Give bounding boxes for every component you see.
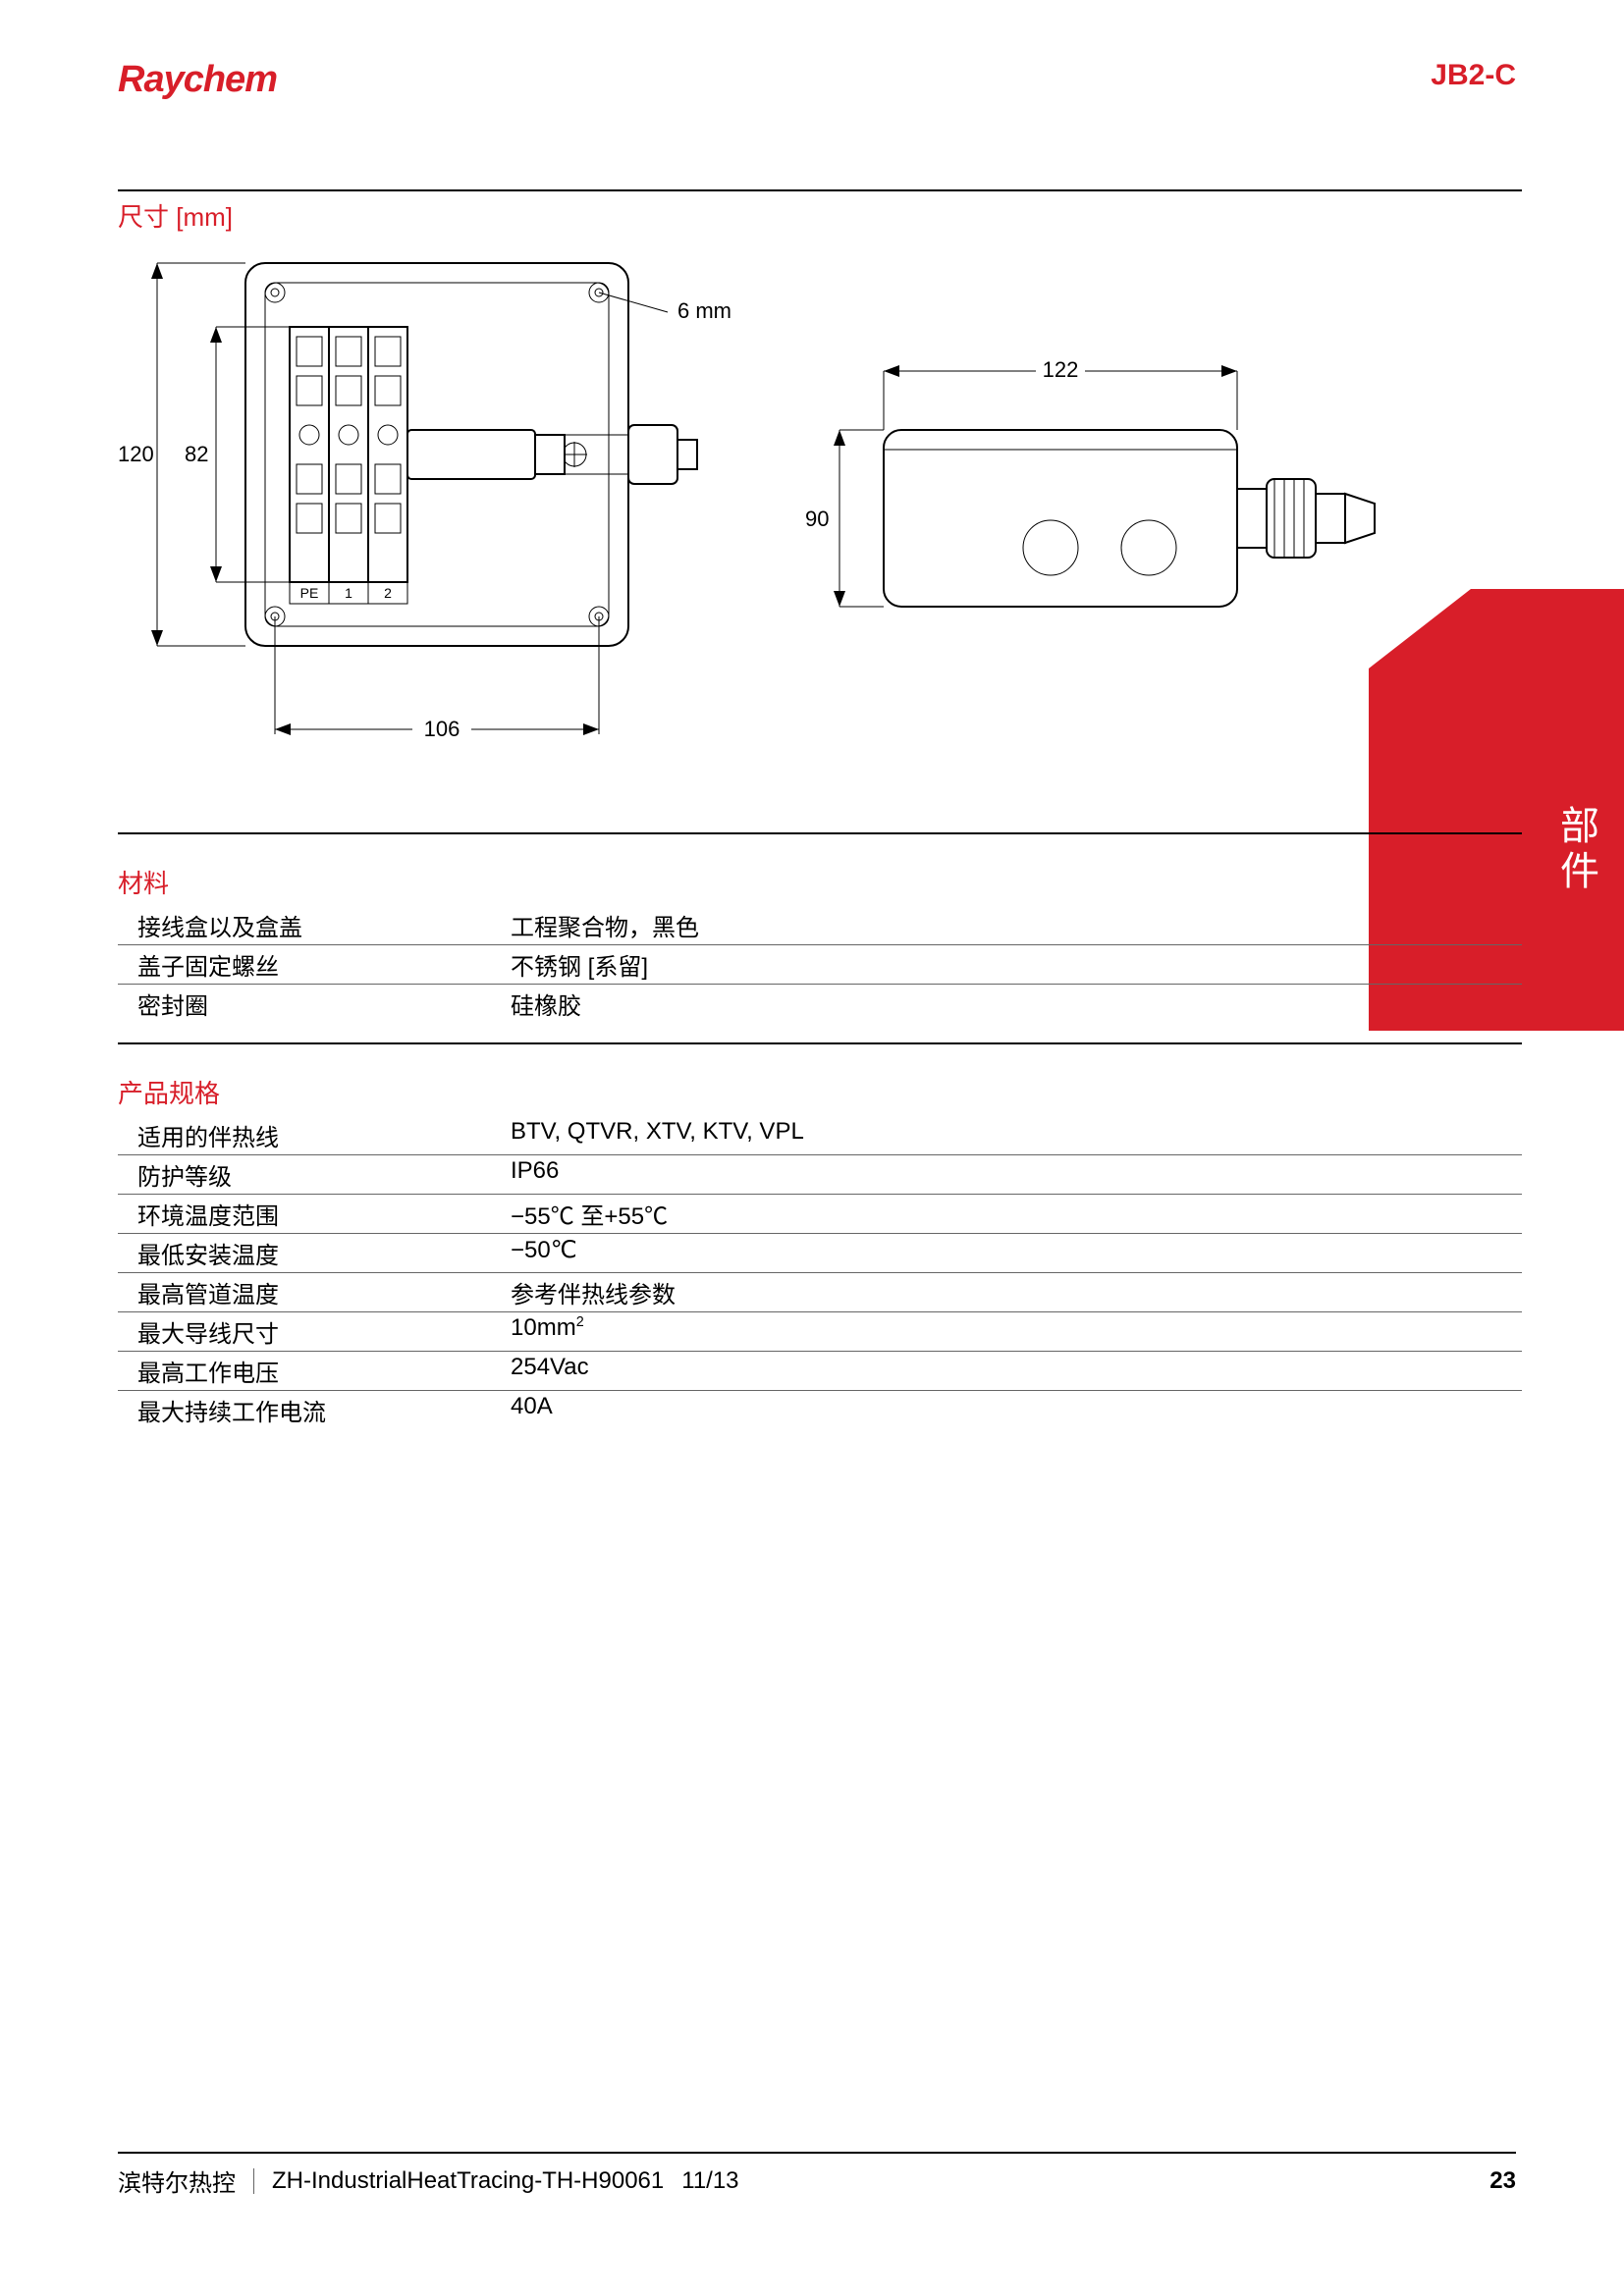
svg-text:120: 120 [118, 442, 154, 466]
svg-text:PE: PE [300, 585, 319, 601]
table-row: 盖子固定螺丝不锈钢 [系留] [118, 945, 1522, 984]
table-row: 最大导线尺寸10mm2 [118, 1312, 1522, 1351]
table-row: 最高管道温度参考伴热线参数 [118, 1273, 1522, 1311]
max-wire-size: 10mm2 [511, 1314, 1522, 1349]
table-row: 最低安装温度−50℃ [118, 1234, 1522, 1272]
section-title-materials: 材料 [118, 864, 1522, 900]
table-row: 最大持续工作电流40A [118, 1391, 1522, 1429]
footer-company: 滨特尔热控 [118, 2163, 236, 2198]
table-row: 适用的伴热线BTV, QTVR, XTV, KTV, VPL [118, 1116, 1522, 1154]
rule [118, 189, 1522, 191]
section-title-dimensions: 尺寸 [mm] [118, 197, 1522, 234]
svg-text:82: 82 [185, 442, 208, 466]
side-tab-label: 部件 [1547, 805, 1604, 895]
svg-text:122: 122 [1043, 357, 1079, 382]
table-row: 最高工作电压254Vac [118, 1352, 1522, 1390]
svg-text:6 mm: 6 mm [677, 298, 731, 323]
table-row: 密封圈硅橡胶 [118, 985, 1522, 1023]
svg-text:1: 1 [345, 585, 352, 601]
svg-text:2: 2 [384, 585, 392, 601]
footer: 滨特尔热控 ZH-IndustrialHeatTracing-TH-H90061… [118, 2152, 1516, 2198]
table-row: 接线盒以及盒盖工程聚合物，黑色 [118, 906, 1522, 944]
rule [118, 832, 1522, 834]
svg-text:106: 106 [424, 717, 460, 741]
separator [253, 2168, 254, 2194]
dimension-diagrams: PE 1 2 6 mm [118, 243, 1522, 793]
page-number: 23 [1489, 2167, 1516, 2195]
table-row: 防护等级IP66 [118, 1155, 1522, 1194]
diagram-front: PE 1 2 6 mm [118, 243, 766, 774]
section-title-specs: 产品规格 [118, 1074, 1522, 1110]
logo: Raychem [118, 59, 1522, 101]
diagram-side: 122 90 [785, 322, 1434, 715]
svg-text:90: 90 [805, 507, 829, 531]
rule [118, 1042, 1522, 1044]
table-row: 环境温度范围−55℃ 至+55℃ [118, 1195, 1522, 1233]
footer-doc: ZH-IndustrialHeatTracing-TH-H90061 [272, 2167, 664, 2195]
footer-date: 11/13 [681, 2167, 738, 2195]
page-content: Raychem 尺寸 [mm] [118, 59, 1522, 1429]
